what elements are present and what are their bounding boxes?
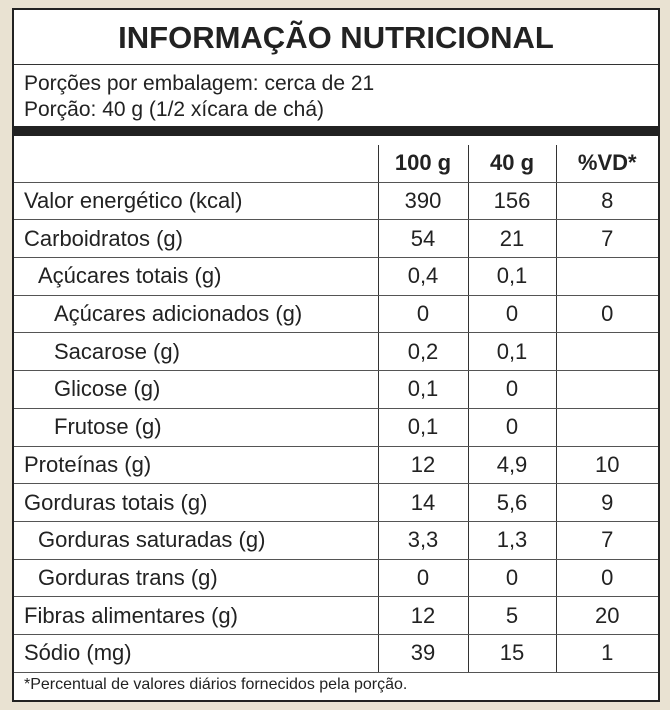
value-cell: 8 [555,182,658,221]
thick-rule [14,126,658,136]
nutrient-label: Açúcares totais (g) [14,257,378,296]
table-row: Glicose (g) 0,1 0 [14,370,658,409]
nutrient-label: Sódio (mg) [14,634,378,673]
value-cell: 9 [555,483,658,522]
value-cell: 156 [467,182,556,221]
value-cell: 0 [555,295,658,334]
table-row: Fibras alimentares (g) 12 5 20 [14,596,658,635]
table-row: Açúcares totais (g) 0,4 0,1 [14,257,658,296]
value-cell: 390 [377,182,468,221]
table-row: Gorduras totais (g) 14 5,6 9 [14,483,658,522]
nutrient-label: Gorduras saturadas (g) [14,521,378,560]
value-cell: 14 [377,483,468,522]
column-header: 100 g [377,145,468,183]
rule [14,64,658,65]
value-cell: 54 [377,219,468,259]
table-row: Carboidratos (g) 54 21 7 [14,219,658,259]
value-cell: 12 [377,446,468,485]
value-cell: 0 [467,408,556,447]
title: INFORMAÇÃO NUTRICIONAL [118,20,554,55]
nutrient-label: Gorduras totais (g) [14,483,378,522]
value-cell [555,370,658,409]
value-cell [555,408,658,447]
table-row: Sódio (mg) 39 15 1 [14,634,658,673]
nutrient-label: Fibras alimentares (g) [14,596,378,635]
table-row: Proteínas (g) 12 4,9 10 [14,446,658,485]
value-cell: 1,3 [467,521,556,560]
nutrient-label: Sacarose (g) [14,332,378,372]
value-cell: 3,3 [377,521,468,560]
column-header: %VD* [555,145,658,183]
servings: Porções por embalagem: cerca de 21 [24,72,375,95]
footnote: *Percentual de valores diários fornecido… [24,676,408,693]
table-row: Açúcares adicionados (g) 0 0 0 [14,295,658,334]
value-cell: 5,6 [467,483,556,522]
nutrient-label: Proteínas (g) [14,446,378,485]
value-cell: 0,4 [377,257,468,296]
header-cell [14,145,378,183]
nutrient-label: Gorduras trans (g) [14,559,378,598]
value-cell: 1 [555,634,658,673]
value-cell: 7 [555,521,658,560]
value-cell: 0,1 [467,332,556,372]
value-cell: 0 [377,295,468,334]
header-row: 100 g 40 g %VD* [14,145,658,183]
nutrient-label: Açúcares adicionados (g) [14,295,378,334]
value-cell: 5 [467,596,556,635]
value-cell: 0 [467,559,556,598]
value-cell: 20 [555,596,658,635]
nutrient-label: Carboidratos (g) [14,219,378,259]
value-cell: 12 [377,596,468,635]
value-cell: 0,2 [377,332,468,372]
value-cell [555,332,658,372]
value-cell: 0,1 [467,257,556,296]
value-cell: 15 [467,634,556,673]
value-cell: 4,9 [467,446,556,485]
value-cell: 7 [555,219,658,259]
value-cell: 39 [377,634,468,673]
value-cell [555,257,658,296]
column-header: 40 g [467,145,556,183]
nutrient-label: Frutose (g) [14,408,378,447]
value-cell: 0,1 [377,370,468,409]
value-cell: 0,1 [377,408,468,447]
nutrition-panel: INFORMAÇÃO NUTRICIONAL Porções por embal… [12,8,660,702]
table-row: Valor energético (kcal) 390 156 8 [14,182,658,221]
table-row: Gorduras saturadas (g) 3,3 1,3 7 [14,521,658,560]
value-cell: 0 [467,370,556,409]
value-cell: 0 [555,559,658,598]
nutrient-label: Glicose (g) [14,370,378,409]
value-cell: 0 [377,559,468,598]
nutrition-table: 100 g 40 g %VD* Valor energético (kcal) 390… [14,145,658,673]
table-row: Frutose (g) 0,1 0 [14,408,658,447]
table-row: Sacarose (g) 0,2 0,1 [14,332,658,372]
value-cell: 0 [467,295,556,334]
table-row: Gorduras trans (g) 0 0 0 [14,559,658,598]
value-cell: 10 [555,446,658,485]
value-cell: 21 [467,219,556,259]
nutrient-label: Valor energético (kcal) [14,182,378,221]
portion: Porção: 40 g (1/2 xícara de chá) [24,98,324,121]
